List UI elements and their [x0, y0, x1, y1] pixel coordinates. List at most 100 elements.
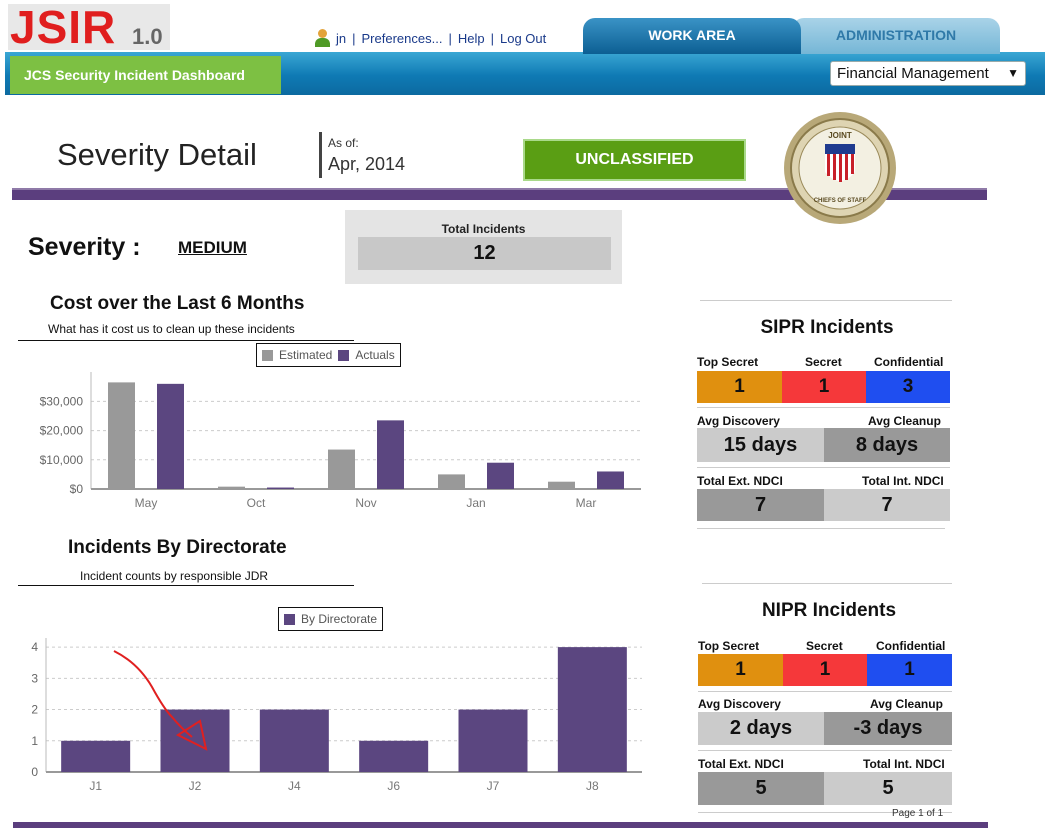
- sipr-rule: [697, 407, 950, 408]
- sipr-avg-discovery-label: Avg Discovery: [697, 414, 780, 428]
- cost-chart-subtitle: What has it cost us to clean up these in…: [48, 322, 295, 336]
- separator: |: [490, 30, 494, 46]
- dashboard-label: JCS Security Incident Dashboard: [10, 56, 281, 94]
- severity-value[interactable]: MEDIUM: [178, 238, 247, 257]
- nipr-secret-label: Secret: [806, 639, 843, 653]
- nipr-title: NIPR Incidents: [761, 600, 897, 621]
- y-tick-label: $0: [70, 482, 84, 496]
- organization-select[interactable]: Financial Management ▼: [830, 61, 1026, 86]
- x-tick-label: J6: [387, 779, 400, 793]
- nipr-ext-ndci-label: Total Ext. NDCI: [698, 757, 784, 771]
- separator: |: [448, 30, 452, 46]
- cost-chart-legend: Estimated Actuals: [256, 343, 401, 367]
- page-title: Severity Detail: [57, 137, 257, 172]
- organization-select-value: Financial Management: [837, 65, 989, 82]
- header-divider-bar: [12, 188, 987, 200]
- sipr-int-ndci-value: 7: [824, 489, 950, 521]
- nipr-top-secret-count: 1: [698, 654, 783, 686]
- legend-label-actuals: Actuals: [355, 348, 395, 362]
- nipr-avg-discovery-value: 2 days: [698, 712, 824, 745]
- bar-estimated-oct: [218, 486, 245, 489]
- help-link[interactable]: Help: [457, 30, 485, 46]
- sipr-avg-cleanup-value: 8 days: [824, 428, 950, 462]
- bar-estimated-may: [108, 382, 135, 489]
- cost-chart-rule: [18, 340, 354, 341]
- bar-actuals-jan: [487, 462, 514, 489]
- bar-by-directorate-j4: [259, 709, 329, 772]
- username-link[interactable]: jn: [336, 30, 347, 46]
- directorate-chart-rule: [18, 585, 354, 586]
- nipr-ext-ndci-value: 5: [698, 772, 824, 805]
- y-tick-label: 3: [31, 671, 38, 685]
- tab-administration[interactable]: ADMINISTRATION: [792, 18, 1000, 54]
- sipr-top-secret-count: 1: [697, 371, 782, 403]
- y-tick-label: 4: [31, 640, 38, 654]
- sipr-ext-ndci-label: Total Ext. NDCI: [697, 474, 783, 488]
- sipr-confidential-label: Confidential: [874, 355, 944, 369]
- nipr-bottom-rule: [698, 812, 952, 813]
- sipr-secret-count: 1: [782, 371, 866, 403]
- bar-estimated-jan: [438, 474, 465, 489]
- sipr-bottom-rule: [697, 528, 945, 529]
- logout-link[interactable]: Log Out: [499, 30, 547, 46]
- bar-actuals-mar: [597, 471, 624, 489]
- bar-actuals-oct: [267, 487, 294, 489]
- footer-bar: [13, 822, 988, 828]
- y-tick-label: 2: [31, 703, 38, 717]
- x-tick-label: Jan: [466, 496, 485, 510]
- sipr-avg-cleanup-label: Avg Cleanup: [868, 414, 941, 428]
- legend-swatch-directorate: [284, 613, 295, 625]
- bar-by-directorate-j7: [458, 709, 528, 772]
- bar-actuals-nov: [377, 420, 404, 489]
- seal-bottom-text: CHIEFS OF STAFF: [814, 198, 867, 204]
- sipr-confidential-count: 3: [866, 371, 950, 403]
- logo-text: JSIR: [10, 1, 117, 53]
- sipr-rule: [697, 467, 950, 468]
- legend-swatch-actuals: [338, 349, 350, 361]
- seal-top-text: JOINT: [828, 131, 852, 140]
- annotation-arrow-icon: [113, 650, 208, 751]
- directorate-chart-title: Incidents By Directorate: [68, 537, 287, 558]
- bar-estimated-nov: [328, 449, 355, 489]
- asof-label: As of:: [328, 136, 359, 150]
- y-tick-label: $10,000: [40, 453, 84, 467]
- nipr-int-ndci-value: 5: [824, 772, 952, 805]
- severity-label: Severity :: [28, 233, 141, 261]
- bar-actuals-may: [157, 383, 184, 489]
- sipr-top-secret-label: Top Secret: [697, 355, 759, 369]
- x-tick-label: Oct: [247, 496, 266, 510]
- legend-swatch-estimated: [262, 349, 273, 361]
- bar-by-directorate-j8: [557, 647, 627, 772]
- nipr-confidential-label: Confidential: [876, 639, 946, 653]
- x-tick-label: J4: [288, 779, 301, 793]
- divider: [319, 132, 322, 178]
- nipr-avg-cleanup-label: Avg Cleanup: [870, 697, 943, 711]
- app-logo: JSIR 1.0: [8, 1, 170, 53]
- y-tick-label: $30,000: [40, 394, 84, 408]
- nipr-top-rule: [702, 583, 952, 584]
- sipr-int-ndci-label: Total Int. NDCI: [862, 474, 944, 488]
- sipr-avg-discovery-value: 15 days: [697, 428, 824, 462]
- x-tick-label: Mar: [576, 496, 597, 510]
- x-tick-label: May: [135, 496, 158, 510]
- legend-label-directorate: By Directorate: [301, 612, 378, 626]
- nipr-avg-discovery-label: Avg Discovery: [698, 697, 781, 711]
- x-tick-label: J2: [189, 779, 202, 793]
- x-tick-label: J7: [487, 779, 500, 793]
- dropdown-arrow-icon: ▼: [1007, 66, 1019, 80]
- user-bar: jn | Preferences... | Help | Log Out: [314, 29, 546, 47]
- preferences-link[interactable]: Preferences...: [361, 30, 443, 46]
- nipr-secret-count: 1: [783, 654, 867, 686]
- sipr-title: SIPR Incidents: [760, 317, 894, 338]
- directorate-chart-legend: By Directorate: [278, 607, 384, 631]
- nipr-top-secret-label: Top Secret: [698, 639, 760, 653]
- cost-chart: $0 $10,000 $20,000 $30,000 May Oct Nov Jan Mar: [40, 372, 641, 510]
- user-icon: [314, 29, 330, 47]
- y-tick-label: 0: [31, 765, 38, 779]
- jcs-seal-icon: JOINT CHIEFS OF STAFF: [784, 112, 896, 224]
- seal-shield: [825, 144, 855, 182]
- directorate-chart-subtitle: Incident counts by responsible JDR: [80, 569, 269, 583]
- x-tick-label: J8: [586, 779, 599, 793]
- tab-work-area[interactable]: WORK AREA: [583, 18, 801, 54]
- sipr-secret-label: Secret: [805, 355, 842, 369]
